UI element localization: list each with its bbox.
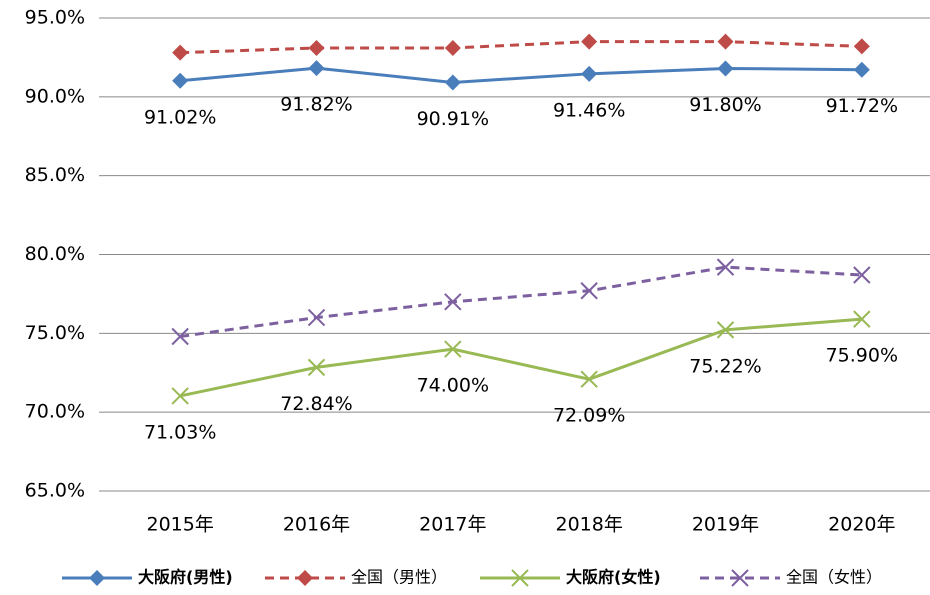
marker bbox=[853, 61, 870, 78]
marker bbox=[172, 72, 189, 89]
x-tick-label: 2019年 bbox=[692, 514, 759, 536]
marker bbox=[444, 74, 461, 91]
series-line bbox=[180, 66, 862, 84]
legend-marker bbox=[511, 569, 529, 587]
y-tick-label: 85.0% bbox=[25, 164, 85, 186]
marker bbox=[853, 310, 871, 328]
marker bbox=[717, 33, 734, 50]
y-tick-label: 95.0% bbox=[25, 7, 85, 29]
data-label: 91.02% bbox=[144, 106, 216, 128]
legend-marker bbox=[731, 569, 749, 587]
x-tick-label: 2018年 bbox=[555, 514, 622, 536]
marker bbox=[171, 327, 189, 346]
x-tick-label: 2020年 bbox=[828, 514, 895, 536]
data-label: 91.72% bbox=[826, 95, 898, 117]
marker bbox=[172, 44, 189, 61]
marker bbox=[716, 321, 735, 339]
marker bbox=[853, 266, 871, 284]
y-tick-label: 80.0% bbox=[25, 243, 85, 265]
y-tick-label: 65.0% bbox=[25, 480, 85, 502]
data-label: 75.90% bbox=[826, 345, 898, 367]
legend-item: 大阪府(女性) bbox=[480, 568, 661, 587]
legend-marker bbox=[89, 570, 105, 586]
series-line bbox=[180, 40, 862, 55]
legend-marker bbox=[297, 570, 313, 586]
marker bbox=[308, 60, 325, 77]
legend-item: 大阪府(男性) bbox=[62, 568, 233, 587]
marker bbox=[853, 38, 870, 55]
series-line bbox=[179, 317, 862, 398]
y-tick-label: 90.0% bbox=[25, 85, 85, 107]
marker bbox=[444, 39, 461, 56]
marker bbox=[171, 387, 189, 405]
data-label: 91.80% bbox=[689, 94, 761, 116]
marker bbox=[580, 370, 598, 388]
marker bbox=[580, 282, 598, 300]
marker bbox=[581, 65, 598, 82]
series-line bbox=[179, 265, 862, 338]
data-label: 74.00% bbox=[417, 375, 489, 397]
marker bbox=[444, 293, 462, 311]
legend-label: 大阪府(男性) bbox=[138, 568, 233, 587]
y-tick-label: 75.0% bbox=[25, 322, 85, 344]
data-label: 90.91% bbox=[417, 108, 489, 130]
x-tick-label: 2016年 bbox=[283, 514, 350, 536]
x-tick-label: 2015年 bbox=[146, 514, 213, 536]
data-label: 91.82% bbox=[280, 94, 352, 116]
marker bbox=[581, 33, 598, 50]
marker bbox=[307, 358, 326, 377]
marker bbox=[308, 39, 325, 56]
legend-label: 全国（女性） bbox=[786, 568, 882, 587]
marker bbox=[716, 258, 735, 276]
data-label: 91.46% bbox=[553, 99, 625, 121]
legend-label: 大阪府(女性) bbox=[566, 568, 661, 587]
marker bbox=[717, 60, 734, 77]
marker bbox=[444, 340, 462, 358]
legend-item: 全国（男性） bbox=[265, 568, 447, 587]
data-label: 72.09% bbox=[553, 405, 625, 427]
data-label: 75.22% bbox=[689, 355, 761, 377]
y-tick-label: 70.0% bbox=[25, 401, 85, 423]
x-tick-label: 2017年 bbox=[419, 514, 486, 536]
legend-label: 全国（男性） bbox=[351, 568, 447, 587]
data-label: 71.03% bbox=[144, 421, 216, 443]
marker bbox=[307, 308, 326, 327]
data-label: 72.84% bbox=[280, 393, 352, 415]
legend-item: 全国（女性） bbox=[700, 568, 882, 587]
